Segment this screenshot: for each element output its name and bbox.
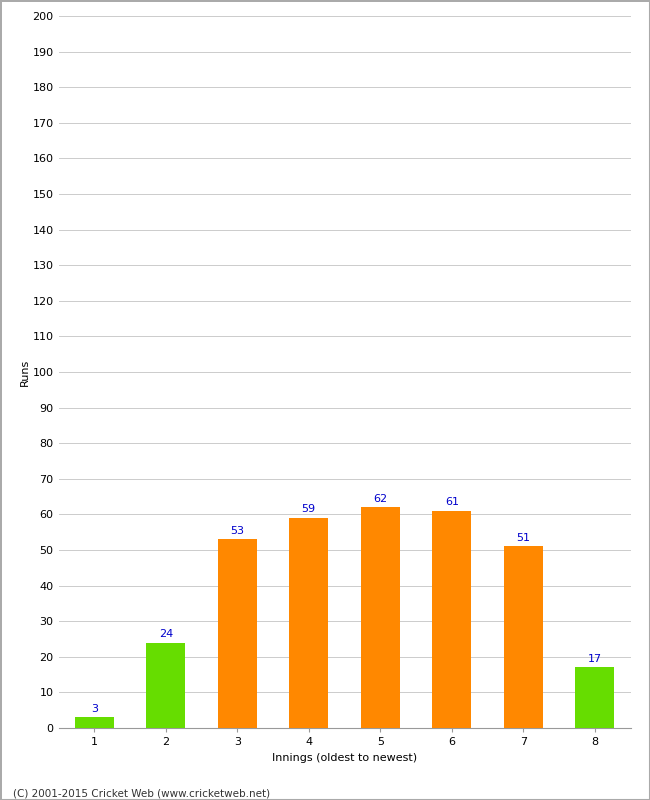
Y-axis label: Runs: Runs bbox=[20, 358, 30, 386]
Bar bbox=[289, 518, 328, 728]
Bar bbox=[504, 546, 543, 728]
Text: 53: 53 bbox=[230, 526, 244, 536]
Bar bbox=[75, 718, 114, 728]
Bar bbox=[146, 642, 185, 728]
Text: 59: 59 bbox=[302, 505, 316, 514]
Text: 61: 61 bbox=[445, 498, 459, 507]
Text: (C) 2001-2015 Cricket Web (www.cricketweb.net): (C) 2001-2015 Cricket Web (www.cricketwe… bbox=[13, 788, 270, 798]
Text: 17: 17 bbox=[588, 654, 602, 664]
Bar bbox=[218, 539, 257, 728]
Text: 62: 62 bbox=[373, 494, 387, 504]
Text: 51: 51 bbox=[516, 533, 530, 543]
Bar bbox=[575, 667, 614, 728]
Bar bbox=[432, 511, 471, 728]
Text: 3: 3 bbox=[91, 704, 98, 714]
X-axis label: Innings (oldest to newest): Innings (oldest to newest) bbox=[272, 753, 417, 762]
Bar bbox=[361, 507, 400, 728]
Text: 24: 24 bbox=[159, 629, 173, 639]
